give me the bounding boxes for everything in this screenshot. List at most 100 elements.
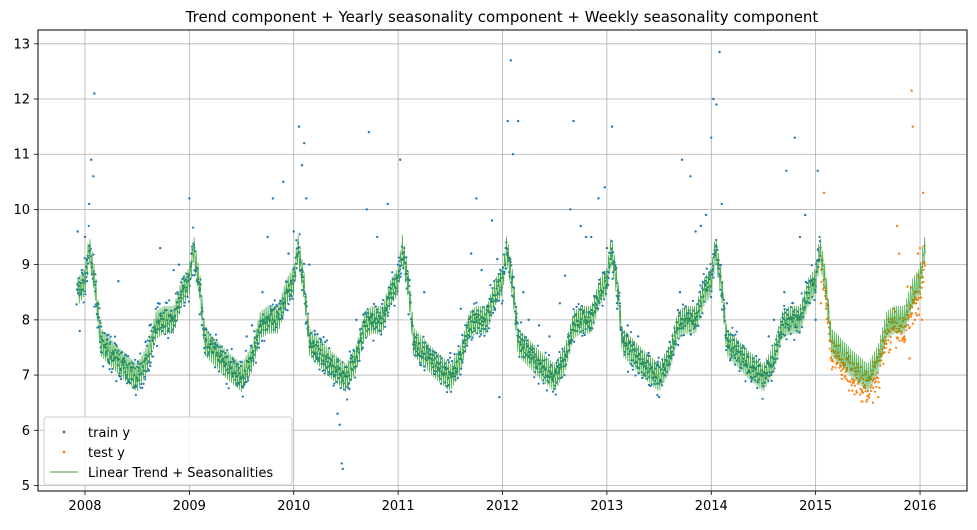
data-point-train <box>399 158 402 161</box>
data-point-train <box>499 268 502 271</box>
data-point-train <box>333 382 336 385</box>
data-point-test <box>877 381 880 384</box>
data-point-train <box>637 335 640 338</box>
x-tick-label: 2009 <box>173 499 206 514</box>
data-point-train <box>142 382 145 385</box>
data-point-train <box>92 175 95 178</box>
data-point-test <box>916 252 920 255</box>
data-point-train <box>678 291 682 294</box>
data-point-train <box>308 263 311 266</box>
data-point-train <box>148 324 151 327</box>
data-point-test <box>911 322 914 325</box>
data-point-train <box>227 387 230 390</box>
data-point-train <box>479 333 483 336</box>
data-point-train <box>791 302 795 305</box>
data-point-train <box>689 175 692 178</box>
data-point-train <box>501 299 504 302</box>
data-point-train <box>420 364 423 367</box>
data-point-train <box>785 338 788 341</box>
data-point-train <box>581 334 584 337</box>
data-point-train <box>323 372 326 375</box>
data-point-train <box>449 351 452 355</box>
data-point-train <box>805 281 809 285</box>
data-point-train <box>263 339 266 342</box>
data-point-train <box>718 50 721 54</box>
data-point-train <box>498 395 501 399</box>
data-point-train <box>188 197 191 200</box>
data-point-train <box>321 369 324 373</box>
data-point-train <box>722 298 726 301</box>
data-point-train <box>214 333 218 336</box>
data-point-test <box>921 191 925 195</box>
data-point-train <box>323 340 327 344</box>
data-point-train <box>423 291 426 294</box>
data-point-train <box>734 333 737 336</box>
data-point-train <box>306 312 309 315</box>
data-point-test <box>850 377 854 381</box>
data-point-test <box>820 280 823 284</box>
data-point-test <box>903 335 906 338</box>
data-point-test <box>871 401 875 404</box>
data-point-test <box>844 375 847 378</box>
data-point-train <box>76 292 80 295</box>
data-point-train <box>466 344 469 347</box>
x-tick-label: 2014 <box>695 499 728 514</box>
y-tick-label: 13 <box>13 37 30 52</box>
data-point-train <box>271 303 274 306</box>
data-point-train <box>804 213 807 217</box>
data-point-train <box>399 268 402 271</box>
data-point-test <box>861 400 864 403</box>
data-point-test <box>894 346 898 349</box>
data-point-test <box>841 367 844 371</box>
data-point-test <box>895 224 899 228</box>
data-point-train <box>590 235 593 239</box>
data-point-train <box>533 376 536 379</box>
data-point-train <box>537 382 540 385</box>
data-point-test <box>872 386 875 389</box>
data-point-train <box>87 202 91 206</box>
data-point-train <box>563 274 567 277</box>
data-point-train <box>493 280 496 283</box>
data-point-train <box>115 380 118 383</box>
data-point-train <box>618 302 622 305</box>
data-point-train <box>284 308 287 311</box>
data-point-train <box>715 238 718 242</box>
data-point-test <box>855 391 858 394</box>
data-point-train <box>810 264 813 267</box>
data-point-train <box>676 308 679 312</box>
data-point-train <box>302 141 306 145</box>
data-point-test <box>917 313 921 316</box>
data-point-train <box>92 253 95 256</box>
data-point-train <box>710 136 713 139</box>
data-point-train <box>569 208 572 211</box>
data-point-train <box>151 355 155 358</box>
data-point-train <box>637 371 640 375</box>
data-point-train <box>756 386 759 390</box>
data-point-train <box>110 371 113 374</box>
data-point-test <box>885 342 888 346</box>
data-point-train <box>656 360 660 363</box>
data-point-train <box>516 322 519 325</box>
x-tick-label: 2008 <box>68 499 101 514</box>
data-point-train <box>261 291 264 294</box>
data-point-train <box>710 295 713 299</box>
data-point-train <box>647 351 650 355</box>
data-point-test <box>824 307 828 311</box>
data-point-train <box>340 462 343 465</box>
data-point-train <box>728 359 732 362</box>
data-point-train <box>90 158 93 161</box>
data-point-train <box>572 308 575 311</box>
data-point-train <box>167 336 170 340</box>
data-point-test <box>846 379 849 383</box>
data-point-train <box>391 271 394 274</box>
data-point-train <box>245 380 248 384</box>
data-point-train <box>341 467 344 471</box>
data-point-train <box>461 333 464 337</box>
data-point-train <box>139 352 142 355</box>
data-point-train <box>699 224 703 228</box>
data-point-train <box>702 272 705 276</box>
data-point-train <box>473 302 476 305</box>
data-point-train <box>384 325 387 328</box>
data-point-test <box>911 125 914 128</box>
data-point-train <box>634 374 637 377</box>
